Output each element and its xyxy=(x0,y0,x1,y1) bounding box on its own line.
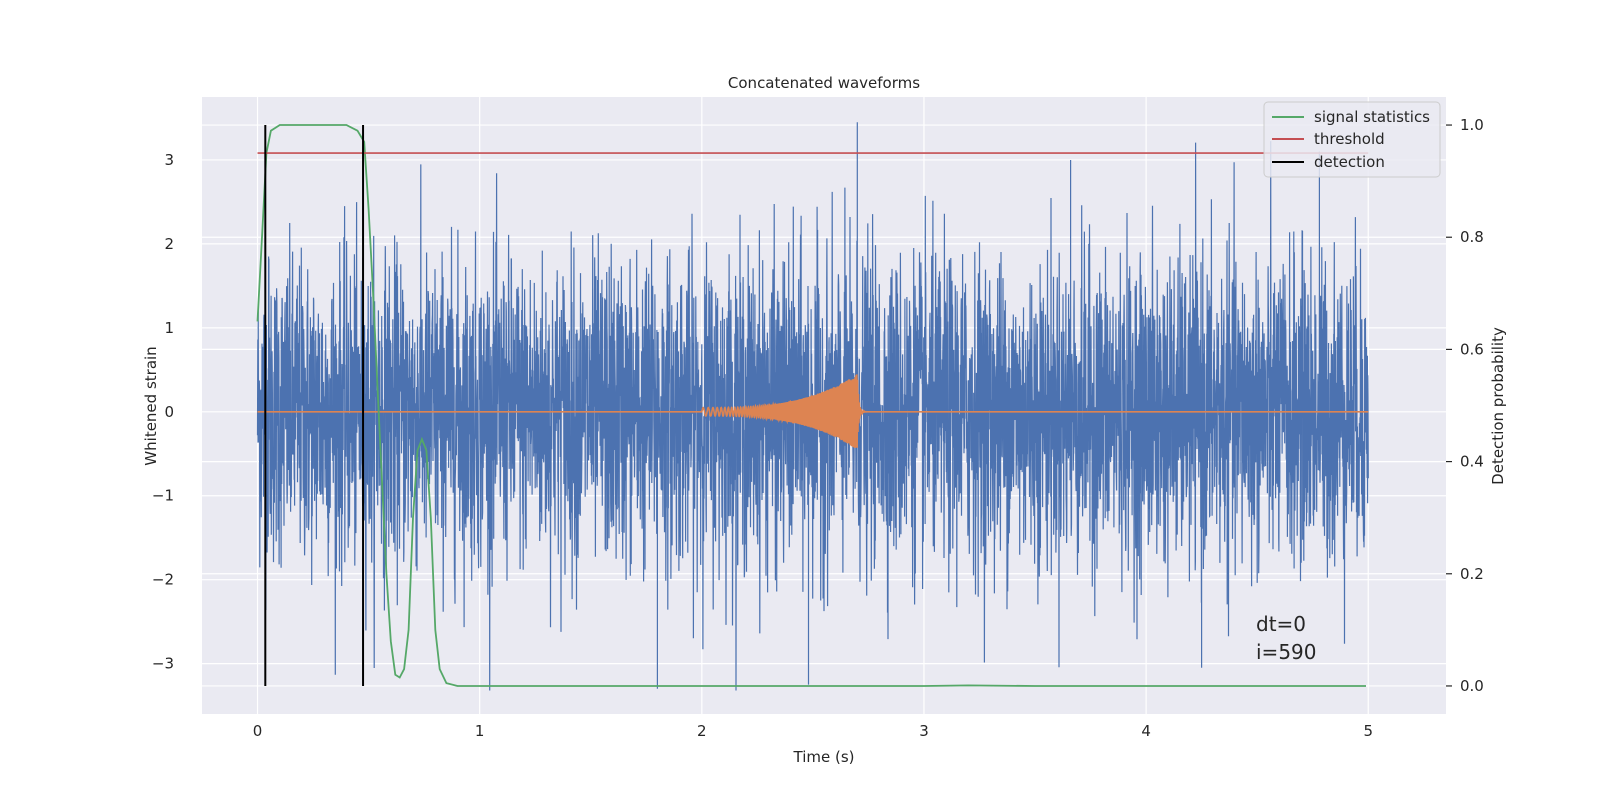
y2-tick-label: 0.6 xyxy=(1460,340,1484,358)
legend: signal statistics threshold detection xyxy=(1263,101,1441,178)
signal-statistics-line xyxy=(256,124,1366,687)
y2-axis-label: Detection probability xyxy=(1489,327,1507,485)
y-tick-label: 1 xyxy=(164,319,174,337)
x-tick-label: 0 xyxy=(253,722,263,740)
y-tick-label: 3 xyxy=(164,151,174,169)
x-tick-label: 4 xyxy=(1141,722,1151,740)
y2-tick-label: 0.2 xyxy=(1460,565,1484,583)
legend-label-detection: detection xyxy=(1314,153,1385,171)
legend-box xyxy=(1263,101,1441,178)
annotation-index: i=590 xyxy=(1256,640,1317,664)
y2-tick-label: 1.0 xyxy=(1460,116,1484,134)
x-axis-label: Time (s) xyxy=(793,748,855,766)
y-tick-label: −3 xyxy=(152,655,174,673)
legend-label-signal-statistics: signal statistics xyxy=(1314,108,1430,126)
y2-tick-label: 0.4 xyxy=(1460,453,1484,471)
x-tick-label: 1 xyxy=(475,722,485,740)
y-tick-label: 0 xyxy=(164,403,174,421)
legend-label-threshold: threshold xyxy=(1314,130,1385,148)
annotation-dt: dt=0 xyxy=(1256,612,1306,636)
detection-series xyxy=(264,125,365,686)
y-tick-label: 2 xyxy=(164,235,174,253)
y-axis-label: Whitened strain xyxy=(142,346,160,465)
chirp-line xyxy=(257,374,1369,448)
waveform-chirp-series xyxy=(257,374,1369,448)
y-tick-label: −2 xyxy=(152,571,174,589)
y2-tick-label: 0.0 xyxy=(1460,677,1484,695)
x-tick-label: 3 xyxy=(919,722,929,740)
axis-ticks: 0 1 2 3 4 5 −3 −2 −1 0 1 2 3 0.0 0.2 0.4 0.6 0.8 1.0 xyxy=(152,116,1484,740)
x-tick-label: 5 xyxy=(1363,722,1373,740)
chart-title: Concatenated waveforms xyxy=(728,74,920,92)
y-tick-label: −1 xyxy=(152,487,174,505)
y2-tick-label: 0.8 xyxy=(1460,228,1484,246)
x-tick-label: 2 xyxy=(697,722,707,740)
signal-statistics-series xyxy=(256,124,1366,687)
